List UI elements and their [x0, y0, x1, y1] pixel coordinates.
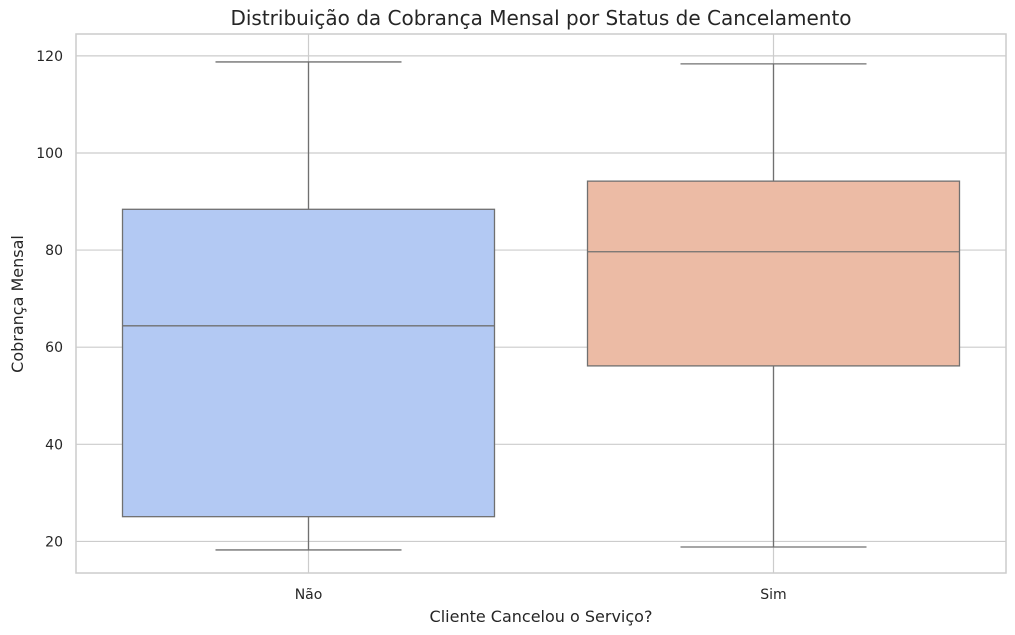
box-sim [586, 63, 961, 548]
plot-frame [75, 33, 1007, 574]
x-axis-label: Cliente Cancelou o Serviço? [430, 607, 653, 626]
y-tick-label: 100 [36, 146, 63, 162]
x-tick-label: Não [295, 587, 323, 603]
x-tick-label: Sim [760, 587, 786, 603]
iqr-box [586, 180, 961, 367]
y-tick-label: 40 [45, 437, 63, 453]
y-tick-label: 20 [45, 534, 63, 550]
chart-title: Distribuição da Cobrança Mensal por Stat… [230, 6, 851, 30]
box-nao [121, 61, 496, 551]
tick-labels: 20 40 60 80 100 120 Não Sim [36, 49, 786, 603]
y-tick-label: 80 [45, 243, 63, 259]
y-tick-label: 120 [36, 49, 63, 65]
boxes [121, 61, 961, 551]
y-tick-label: 60 [45, 340, 63, 356]
y-axis-label: Cobrança Mensal [8, 235, 27, 373]
iqr-box [121, 208, 496, 518]
